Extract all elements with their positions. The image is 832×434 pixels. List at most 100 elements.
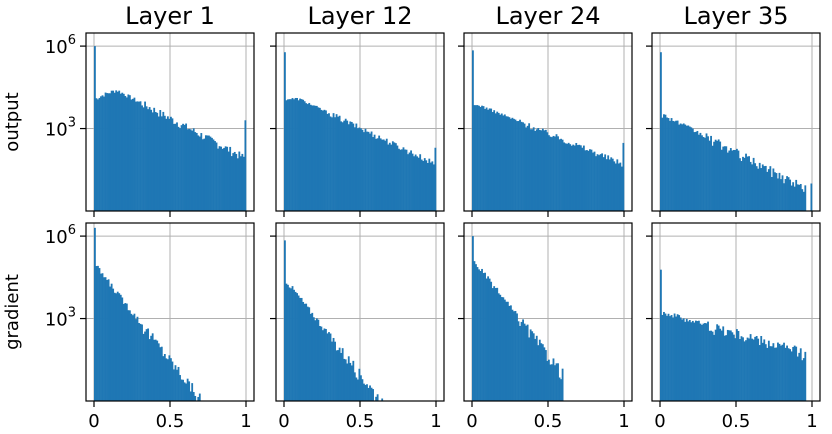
histogram-bar — [557, 363, 559, 401]
panel — [458, 32, 633, 217]
histogram-bar — [186, 378, 189, 401]
histogram-bar — [796, 184, 799, 211]
histogram-bar — [544, 129, 547, 211]
histogram-bar — [487, 276, 490, 401]
histogram-bar — [119, 93, 122, 211]
histogram-bar — [705, 323, 708, 401]
histogram-bar — [601, 153, 604, 211]
histogram-bar — [716, 140, 719, 211]
histogram-bar — [338, 115, 341, 211]
histogram-bar — [356, 379, 359, 401]
histogram-bar — [369, 385, 371, 401]
histogram-bar — [561, 139, 564, 211]
histogram-bar — [546, 132, 549, 211]
histogram-bar — [185, 123, 188, 211]
y-tick-label: 106 — [45, 223, 76, 248]
histogram-bar — [112, 90, 115, 211]
histogram-bar — [382, 139, 385, 211]
histogram-bar — [329, 116, 332, 211]
histogram-bar — [795, 179, 798, 211]
histogram-bar — [305, 303, 308, 401]
histogram-bar — [162, 356, 165, 401]
histogram-bar — [560, 138, 562, 211]
histogram-bar — [801, 360, 804, 401]
histogram-bar — [514, 119, 517, 211]
histogram-bar — [478, 269, 480, 401]
histogram-bar — [531, 129, 534, 211]
histogram-bar — [758, 162, 761, 211]
histogram-bar — [413, 156, 416, 211]
histogram-bar — [664, 313, 667, 401]
histogram-bar — [290, 288, 292, 401]
histogram-bar — [116, 91, 119, 211]
histogram-bar — [505, 116, 508, 211]
histogram-bar — [772, 343, 775, 401]
histogram-bar — [192, 128, 195, 211]
histogram-bar — [473, 261, 476, 401]
histogram-bar — [396, 145, 399, 211]
histogram-bar — [736, 148, 738, 211]
histogram-bar — [124, 303, 127, 401]
histogram-bar — [579, 145, 582, 211]
histogram-bar — [142, 333, 145, 401]
histogram-bar — [704, 137, 706, 211]
histogram-bar — [666, 315, 668, 401]
histogram-bar — [478, 105, 480, 211]
histogram-bar — [661, 314, 664, 401]
histogram-bar — [529, 329, 532, 401]
histogram-bar — [165, 358, 168, 401]
histogram-bar — [481, 105, 483, 211]
histogram-bar — [302, 301, 305, 401]
histogram-bar — [127, 94, 130, 211]
histogram-bar — [200, 133, 203, 211]
column-title: Layer 1 — [125, 2, 215, 30]
histogram-bar — [726, 152, 729, 211]
y-tick-label: 103 — [45, 116, 76, 141]
histogram-bar — [163, 354, 166, 401]
histogram-bar — [360, 375, 362, 401]
histogram-bar — [786, 176, 788, 211]
histogram-bar — [587, 150, 590, 211]
histogram-bar — [710, 330, 712, 401]
histogram-bar — [355, 123, 358, 211]
histogram-bar — [290, 99, 292, 211]
histogram-bar — [783, 342, 785, 401]
histogram-bar — [503, 299, 506, 401]
histogram-bar — [748, 338, 750, 401]
histogram-bar — [503, 114, 506, 211]
histogram-bar — [719, 328, 722, 401]
histogram-bar — [378, 135, 381, 211]
histogram-bar — [341, 122, 344, 211]
histogram-bar — [133, 97, 136, 211]
histogram-bar — [510, 118, 512, 211]
histogram-bar — [789, 349, 792, 401]
histogram-bar — [479, 270, 482, 401]
histogram-bar — [506, 116, 509, 211]
histogram-bar — [177, 126, 180, 211]
histogram-bar — [517, 321, 520, 401]
histogram-bar — [667, 313, 670, 401]
histogram-bar — [717, 325, 720, 401]
histogram-bar — [373, 134, 376, 211]
histogram-bar — [774, 347, 776, 401]
histogram-bar — [124, 96, 127, 211]
histogram-bar — [685, 125, 688, 211]
histogram-bar — [431, 161, 434, 211]
histogram-bar — [795, 346, 798, 401]
histogram-bar — [775, 347, 778, 401]
histogram-bar — [320, 326, 323, 401]
histogram-bar — [107, 93, 110, 211]
histogram-bar — [97, 99, 99, 211]
histogram-bar — [401, 149, 403, 211]
histogram-bar — [349, 121, 352, 211]
histogram-bar — [201, 139, 204, 211]
histogram-bar — [95, 98, 98, 211]
histogram-bar — [145, 329, 148, 401]
histogram-bar — [141, 105, 143, 211]
histogram-bar — [607, 155, 610, 211]
histogram-bar — [343, 358, 346, 401]
histogram-bar — [505, 301, 508, 401]
histogram-bar — [183, 124, 186, 211]
histogram-bar — [344, 359, 347, 401]
